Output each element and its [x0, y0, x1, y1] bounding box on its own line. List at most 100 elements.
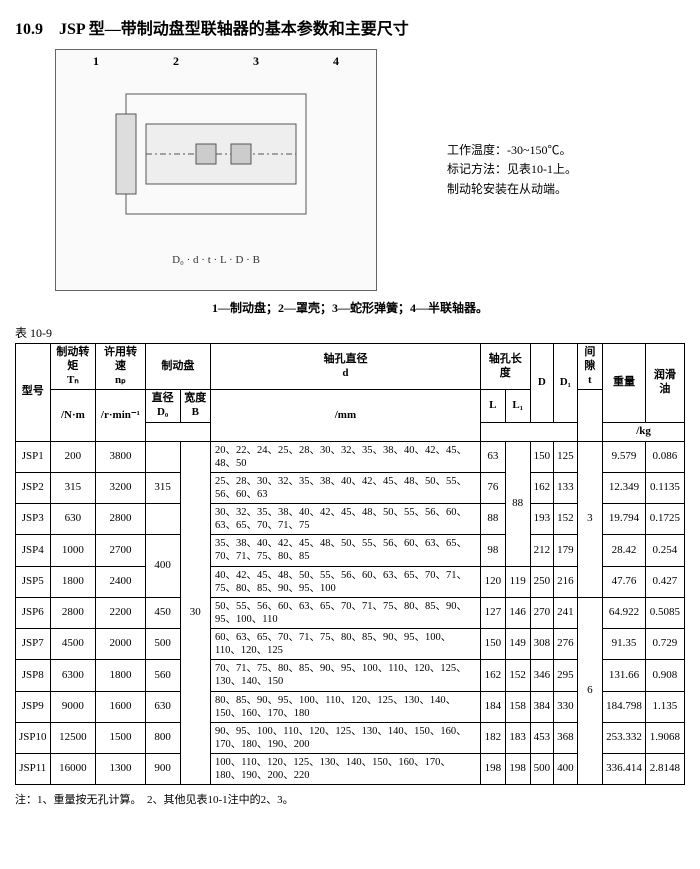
table-cell: 400 — [145, 535, 180, 598]
table-cell: 800 — [145, 722, 180, 753]
th-D0: 直径D₀ — [145, 390, 180, 423]
table-cell: JSP6 — [16, 597, 51, 628]
table-cell: 560 — [145, 660, 180, 691]
th-model: 型号 — [16, 344, 51, 442]
table-cell: 90、95、100、110、120、125、130、140、150、160、17… — [211, 722, 481, 753]
table-cell: JSP3 — [16, 504, 51, 535]
table-cell: 0.5085 — [645, 597, 684, 628]
th-mm-disc — [145, 422, 210, 441]
table-cell: 131.66 — [603, 660, 646, 691]
th-speed: 许用转速nₚ — [96, 344, 145, 390]
table-cell — [145, 441, 180, 472]
table-cell: 450 — [145, 597, 180, 628]
callout-3: 3 — [253, 54, 259, 69]
table-cell: 119 — [505, 566, 530, 597]
th-B: 宽度B — [180, 390, 210, 423]
table-cell: 400 — [554, 754, 578, 785]
table-cell: 1800 — [50, 566, 96, 597]
th-weight: 重量 — [603, 344, 646, 423]
table-cell: 30、32、35、38、40、42、45、48、50、55、56、60、63、6… — [211, 504, 481, 535]
table-cell: 127 — [480, 597, 505, 628]
table-cell: 2400 — [96, 566, 145, 597]
table-cell: 1.9068 — [645, 722, 684, 753]
table-cell: 900 — [145, 754, 180, 785]
table-cell: 6 — [577, 597, 602, 785]
table-cell: JSP9 — [16, 691, 51, 722]
table-cell: 315 — [145, 472, 180, 503]
table-cell: JSP8 — [16, 660, 51, 691]
table-cell: 0.086 — [645, 441, 684, 472]
table-cell: 12.349 — [603, 472, 646, 503]
table-cell: 19.794 — [603, 504, 646, 535]
table-cell: 368 — [554, 722, 578, 753]
th-L1: L₁ — [505, 390, 530, 423]
th-mm-t — [577, 390, 602, 441]
table-cell: 64.922 — [603, 597, 646, 628]
figure-callouts: 1 2 3 4 — [56, 54, 376, 69]
note-temp: 工作温度：-30~150℃。 — [447, 141, 577, 160]
table-row: JSP62800220045050、55、56、60、63、65、70、71、7… — [16, 597, 685, 628]
th-torque: 制动转矩Tₙ — [50, 344, 96, 390]
table-cell: 150 — [530, 441, 554, 472]
table-cell: 212 — [530, 535, 554, 566]
table-cell: 2000 — [96, 629, 145, 660]
table-cell: 198 — [480, 754, 505, 785]
th-gap: 间隙t — [577, 344, 602, 390]
table-cell: 253.332 — [603, 722, 646, 753]
figure-side-notes: 工作温度：-30~150℃。 标记方法：见表10-1上。 制动轮安装在从动端。 — [447, 141, 577, 199]
th-borelen: 轴孔长度 — [480, 344, 530, 390]
table-cell: 1800 — [96, 660, 145, 691]
footnote: 注：1、重量按无孔计算。 2、其他见表10-1注中的2、3。 — [15, 791, 685, 807]
table-cell: 182 — [480, 722, 505, 753]
table-cell: 270 — [530, 597, 554, 628]
th-D: D — [530, 344, 554, 423]
th-oil: 润滑油 — [645, 344, 684, 423]
table-cell: 12500 — [50, 722, 96, 753]
table-cell: 200 — [50, 441, 96, 472]
table-cell: JSP2 — [16, 472, 51, 503]
figure-dim-labels: D₀ · d · t · L · D · B — [172, 254, 260, 266]
table-cell: 500 — [530, 754, 554, 785]
table-cell: 0.1135 — [645, 472, 684, 503]
table-cell: 179 — [554, 535, 578, 566]
table-cell: 330 — [554, 691, 578, 722]
table-label: 表 10-9 — [15, 324, 685, 341]
table-cell: 28.42 — [603, 535, 646, 566]
th-speed-unit: /r·min⁻¹ — [96, 390, 145, 441]
technical-drawing: 1 2 3 4 D₀ · d · t · L · D · B — [55, 49, 377, 291]
table-cell: 193 — [530, 504, 554, 535]
table-cell: 9.579 — [603, 441, 646, 472]
table-cell: 1.135 — [645, 691, 684, 722]
table-cell: 149 — [505, 629, 530, 660]
th-L: L — [480, 390, 505, 423]
figure-caption: 1—制动盘；2—罩壳；3—蛇形弹簧；4—半联轴器。 — [15, 299, 685, 316]
table-cell: 158 — [505, 691, 530, 722]
table-cell: 133 — [554, 472, 578, 503]
table-cell: 0.1725 — [645, 504, 684, 535]
table-cell: 98 — [480, 535, 505, 566]
table-cell: 0.427 — [645, 566, 684, 597]
table-cell: JSP5 — [16, 566, 51, 597]
table-cell: 2200 — [96, 597, 145, 628]
table-cell: 250 — [530, 566, 554, 597]
table-cell: 80、85、90、95、100、110、120、125、130、140、150、… — [211, 691, 481, 722]
table-cell: 40、42、45、48、50、55、56、60、63、65、70、71、75、8… — [211, 566, 481, 597]
note-mark: 标记方法：见表10-1上。 — [447, 160, 577, 179]
callout-4: 4 — [333, 54, 339, 69]
table-cell: 630 — [145, 691, 180, 722]
table-cell: 120 — [480, 566, 505, 597]
table-cell: JSP10 — [16, 722, 51, 753]
th-mm-d: /mm — [211, 390, 481, 441]
th-boredia: 轴孔直径d — [211, 344, 481, 390]
table-cell: 198 — [505, 754, 530, 785]
table-row: JSP120038003020、22、24、25、28、30、32、35、38、… — [16, 441, 685, 472]
table-cell: 2.8148 — [645, 754, 684, 785]
table-cell: 2700 — [96, 535, 145, 566]
table-cell: 150 — [480, 629, 505, 660]
table-cell: 20、22、24、25、28、30、32、35、38、40、42、45、48、5… — [211, 441, 481, 472]
table-cell: JSP1 — [16, 441, 51, 472]
th-kg: /kg — [603, 422, 685, 441]
table-cell: 183 — [505, 722, 530, 753]
table-cell: 630 — [50, 504, 96, 535]
section-title: 10.9 JSP 型—带制动盘型联轴器的基本参数和主要尺寸 — [15, 15, 685, 39]
